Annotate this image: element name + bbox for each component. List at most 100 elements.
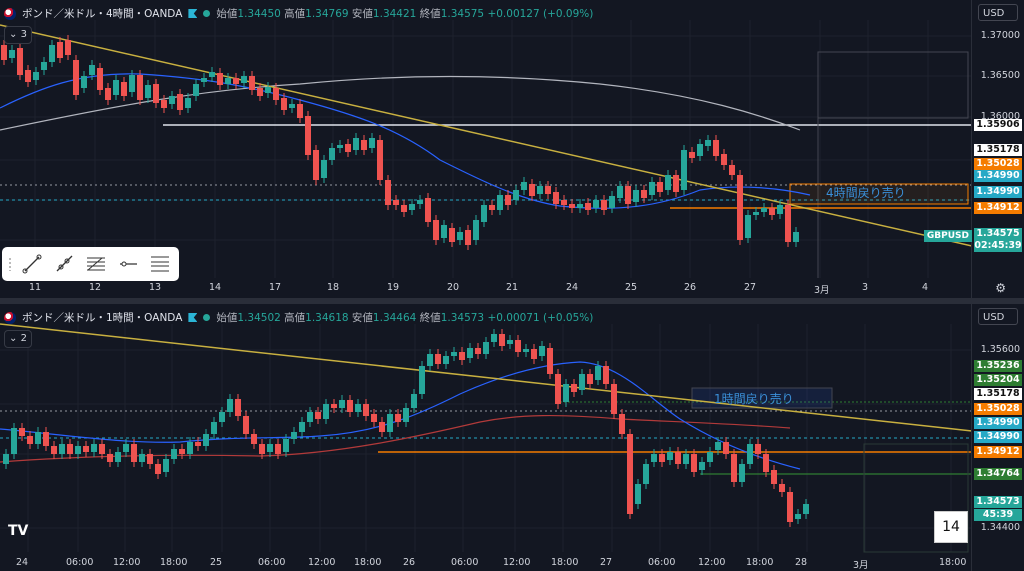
drawing-toolbar[interactable] (2, 247, 179, 281)
chart-panel-4h[interactable]: ポンド／米ドル・4時間・OANDA 始値1.34450 高値1.34769 安値… (0, 0, 1024, 298)
candle-body (585, 203, 591, 210)
candle-body (499, 334, 505, 346)
x-axis-label: 06:00 (258, 557, 286, 568)
candle-body (579, 374, 585, 390)
symbol-title[interactable]: ポンド／米ドル・1時間・OANDA (22, 312, 183, 324)
fib-retracement-icon[interactable] (84, 252, 108, 276)
candle-body (593, 200, 599, 208)
candle-body (89, 65, 95, 75)
candle-body (347, 400, 353, 412)
candle-body (691, 454, 697, 472)
candle-body (275, 444, 281, 454)
price-axis-1h[interactable]: USD 1.35600 1.34400 1.35236 1.35204 1.35178… (971, 304, 1024, 571)
x-axis-label: 12 (89, 282, 102, 293)
candle-body (187, 442, 193, 454)
bookmark-icon[interactable] (188, 9, 198, 18)
x-axis-label: 24 (16, 557, 29, 568)
gear-icon[interactable]: ⚙ (995, 281, 1006, 295)
candle-body (539, 346, 545, 356)
candle-body (699, 462, 705, 470)
x-axis-label: 17 (269, 282, 282, 293)
candle-body (297, 104, 303, 118)
candle-body (763, 454, 769, 472)
candle-body (305, 116, 311, 155)
candle-body (379, 422, 385, 432)
price-tag: 1.34764 (974, 468, 1022, 480)
candle-body (155, 464, 161, 474)
ray-icon[interactable] (52, 252, 76, 276)
candle-body (563, 384, 569, 402)
legend-1h: ポンド／米ドル・1時間・OANDA 始値1.34502 高値1.34618 安値… (4, 310, 593, 325)
candle-body (145, 85, 151, 98)
x-axis-label: 3月 (814, 285, 830, 296)
x-axis-label: 06:00 (66, 557, 94, 568)
candle-body (723, 442, 729, 454)
candle-body (73, 60, 79, 95)
candle-body (497, 195, 503, 210)
candle-body (209, 72, 215, 77)
candle-body (217, 73, 223, 85)
candle-body (577, 204, 583, 208)
candle-body (641, 190, 647, 198)
market-open-icon (203, 10, 211, 17)
candle-body (601, 200, 607, 210)
candle-body (139, 454, 145, 462)
candle-body (587, 374, 593, 384)
candle-body (513, 190, 519, 200)
indicators-toggle[interactable]: ⌄ 3 (4, 26, 32, 44)
candle-body (649, 182, 655, 195)
price-axis-4h[interactable]: USD 1.37000 1.36500 1.36000 1.35906 1.35178… (923, 0, 1024, 298)
candle-body (291, 432, 297, 439)
candle-body (307, 412, 313, 422)
candle-body (779, 484, 785, 492)
candle-body (425, 198, 431, 222)
candle-body (803, 504, 809, 514)
candle-body (65, 40, 71, 55)
candle-body (273, 88, 279, 100)
candle-body (675, 452, 681, 464)
x-axis-label: 26 (403, 557, 416, 568)
currency-selector[interactable]: USD (978, 308, 1018, 325)
candlestick-chart-4h[interactable] (0, 0, 972, 298)
candle-body (681, 150, 687, 190)
candle-body (299, 422, 305, 432)
ohlc-values: 始値1.34502 高値1.34618 安値1.34464 終値1.34573 … (216, 312, 594, 324)
indicators-toggle[interactable]: ⌄ 2 (4, 330, 32, 348)
candle-body (603, 366, 609, 384)
candle-body (443, 356, 449, 364)
candle-body (265, 87, 271, 93)
candle-body (281, 98, 287, 110)
candle-body (769, 208, 775, 215)
candle-body (249, 76, 255, 90)
candle-body (755, 444, 761, 454)
candle-body (41, 62, 47, 70)
candle-body (233, 78, 239, 84)
drag-handle-icon[interactable] (8, 257, 12, 271)
trend-line-icon[interactable] (20, 252, 44, 276)
ohlc-values: 始値1.34450 高値1.34769 安値1.34421 終値1.34575 … (216, 8, 594, 20)
annotation-text[interactable]: 1時間戻り売り (714, 392, 794, 406)
candle-body (505, 195, 511, 205)
candle-body (617, 186, 623, 198)
candle-body (403, 408, 409, 422)
currency-selector[interactable]: USD (978, 4, 1018, 21)
annotation-text[interactable]: 4時間戻り売り (826, 186, 906, 200)
panel-divider[interactable] (0, 298, 1024, 304)
moving-average-200 (0, 414, 791, 463)
candle-body (419, 366, 425, 394)
chart-panel-1h[interactable]: ポンド／米ドル・1時間・OANDA 始値1.34502 高値1.34618 安値… (0, 304, 1024, 571)
candlestick-chart-1h[interactable] (0, 304, 972, 571)
x-axis-label: 12:00 (503, 557, 531, 568)
candle-body (211, 422, 217, 434)
parallel-channel-icon[interactable] (148, 252, 172, 276)
price-tag: 1.35204 (974, 374, 1022, 386)
candle-body (121, 82, 127, 96)
candle-body (227, 399, 233, 412)
candle-body (339, 400, 345, 408)
tradingview-logo[interactable]: TV (8, 523, 29, 539)
symbol-title[interactable]: ポンド／米ドル・4時間・OANDA (22, 8, 183, 20)
price-tag: 1.34990 (974, 170, 1022, 182)
x-axis-label: 21 (506, 282, 519, 293)
bookmark-icon[interactable] (188, 313, 198, 322)
horizontal-ray-icon[interactable] (116, 252, 140, 276)
